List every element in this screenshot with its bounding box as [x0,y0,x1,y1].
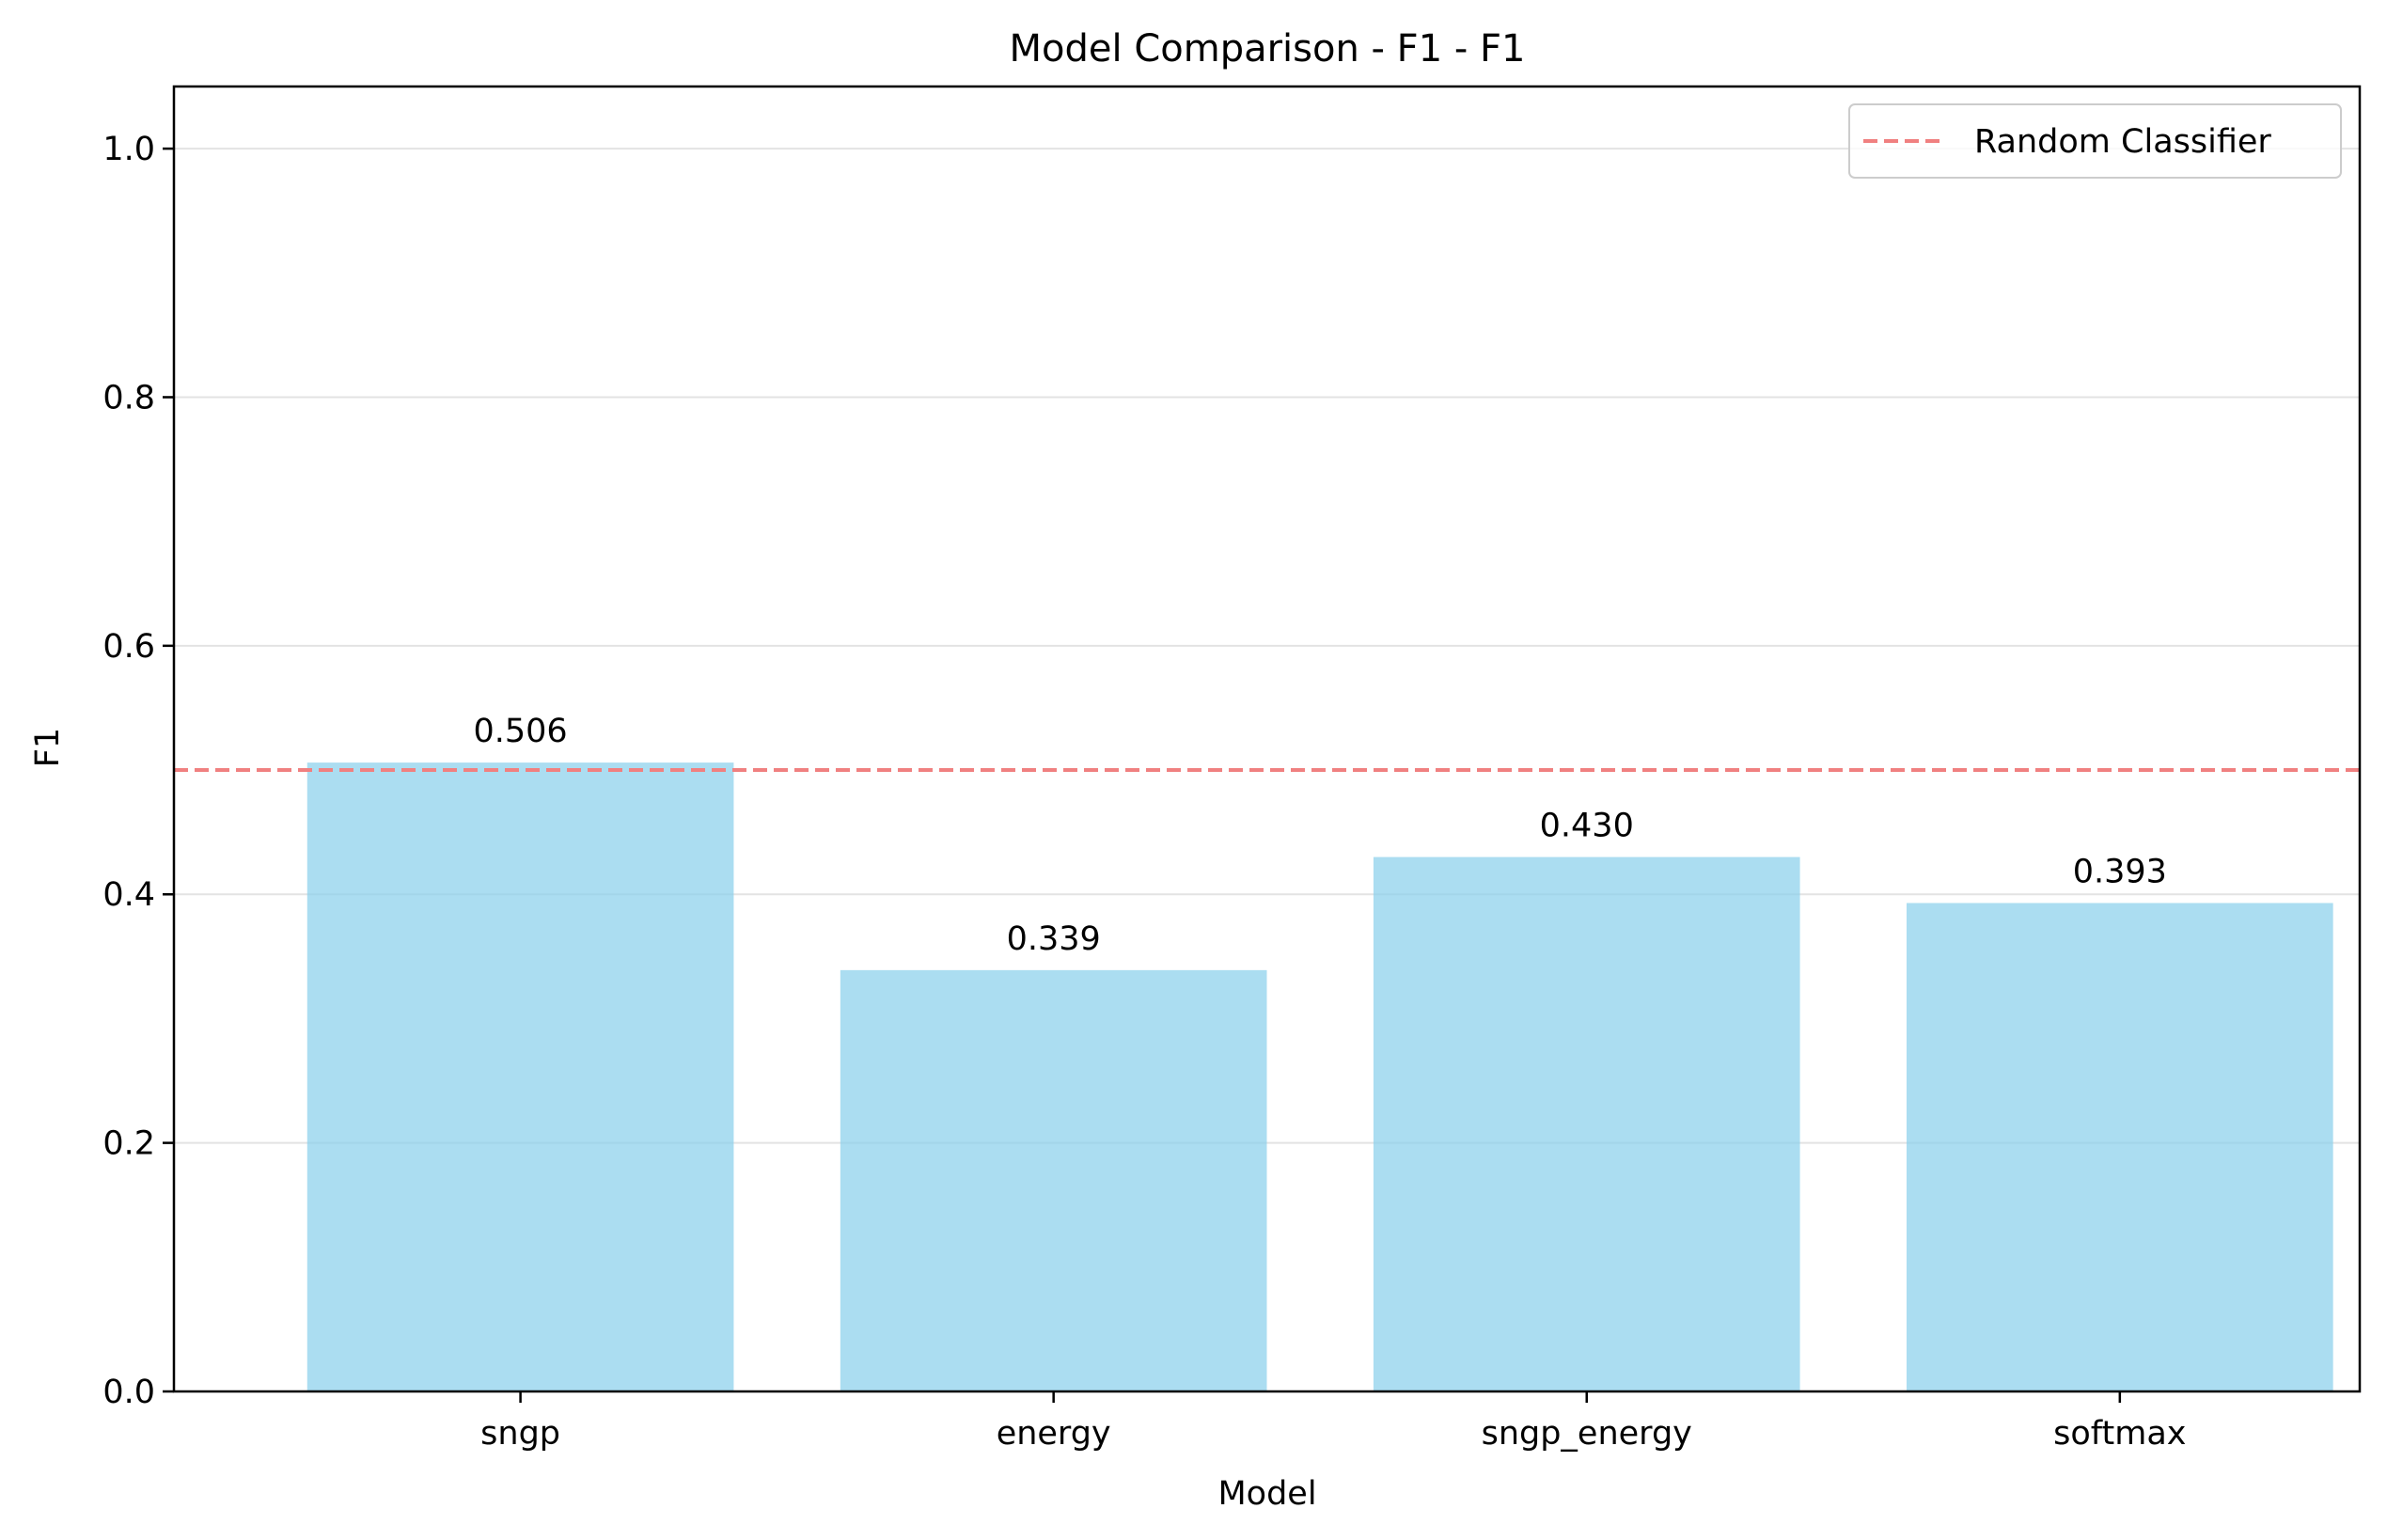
y-tick-label: 0.6 [102,628,155,666]
y-tick-label: 1.0 [102,131,155,168]
bars [306,762,2333,1391]
bar-energy [840,969,1267,1391]
bar-softmax [1906,903,2333,1391]
y-tick-label: 0.8 [102,379,155,416]
x-tick-label: energy [997,1415,1111,1453]
x-axis-label: Model [1217,1475,1316,1513]
value-labels: 0.506 0.339 0.430 0.393 [473,713,2166,958]
y-tick-label: 0.2 [102,1125,155,1163]
x-tick-label: sngp_energy [1482,1415,1692,1453]
value-label: 0.506 [473,713,567,750]
value-label: 0.393 [2073,853,2167,890]
y-tick-label: 0.4 [102,876,155,914]
legend: Random Classifier [1848,103,2342,179]
x-tick-label: softmax [2053,1415,2186,1453]
bar-sngp_energy [1373,856,1800,1391]
value-label: 0.339 [1007,920,1101,958]
y-tick-label: 0.0 [102,1374,155,1411]
x-tick-label: sngp [480,1415,560,1453]
x-axis-ticks: sngp energy sngp_energy softmax [480,1391,2186,1453]
bar-sngp [306,762,734,1391]
legend-frame [1848,103,2342,179]
plot-area-frame [172,85,2362,1393]
value-label: 0.430 [1540,808,1634,845]
y-axis-ticks: 0.0 0.2 0.4 0.6 0.8 1.0 [102,131,174,1411]
y-axis-label: F1 [29,728,67,767]
legend-entry-random-classifier: Random Classifier [1974,123,2271,161]
chart-title: Model Comparison - F1 - F1 [1010,27,1526,71]
